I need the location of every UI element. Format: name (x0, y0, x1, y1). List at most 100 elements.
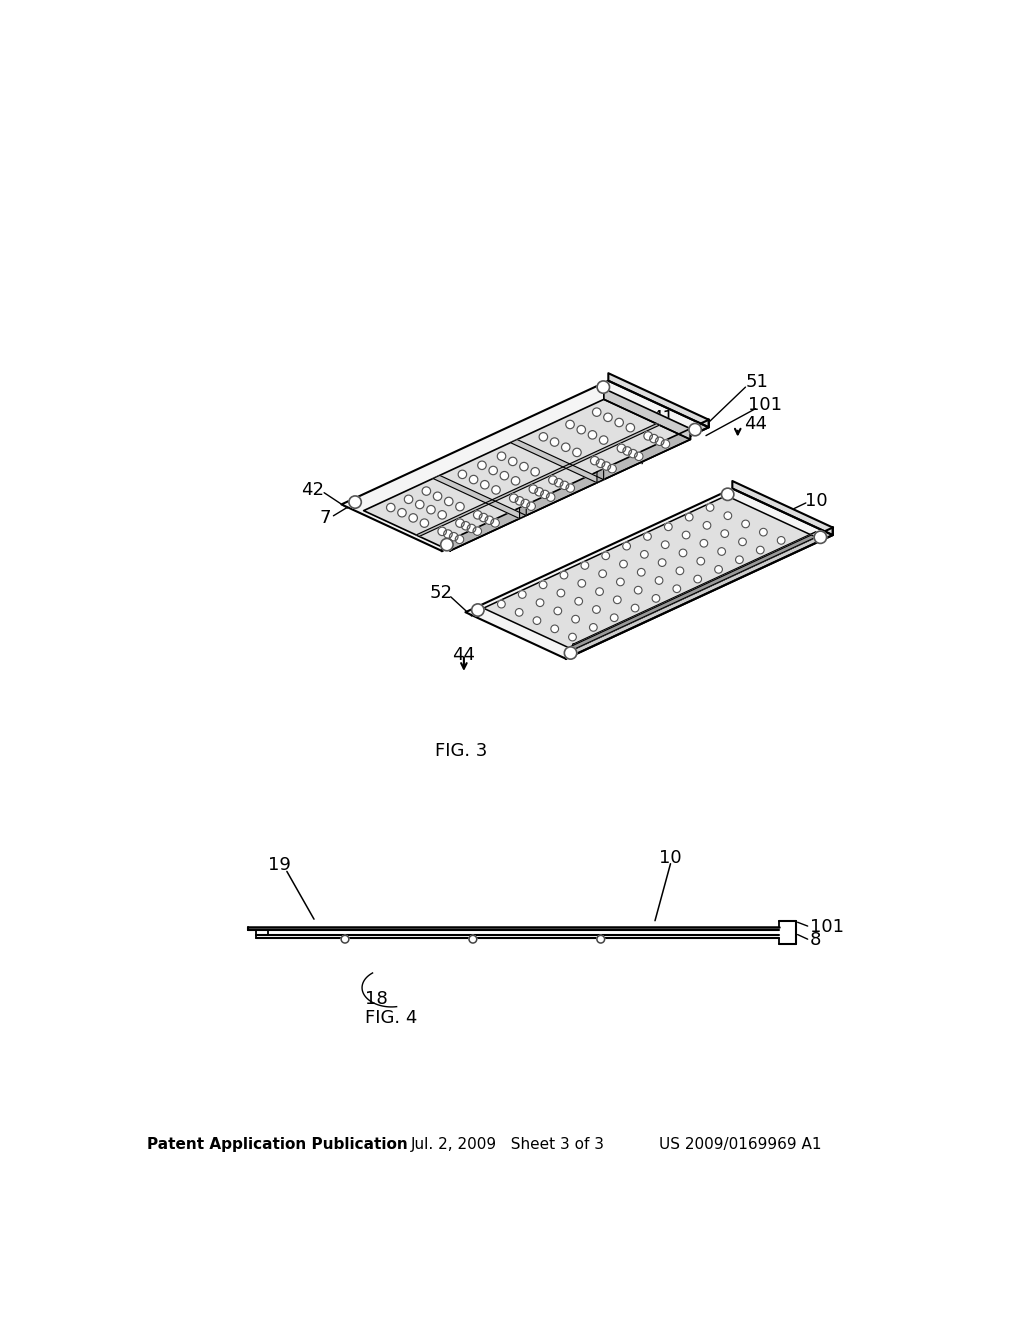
Circle shape (722, 488, 734, 500)
Text: 10: 10 (659, 849, 682, 866)
Circle shape (438, 527, 446, 536)
Circle shape (560, 482, 568, 490)
Circle shape (596, 459, 605, 467)
Circle shape (718, 548, 726, 556)
Polygon shape (451, 429, 690, 550)
Circle shape (535, 487, 544, 496)
Circle shape (662, 541, 669, 549)
Circle shape (420, 519, 429, 528)
Circle shape (473, 511, 482, 519)
Circle shape (478, 461, 486, 470)
Circle shape (721, 529, 729, 537)
Text: 52: 52 (429, 583, 453, 602)
Polygon shape (519, 504, 526, 519)
Circle shape (591, 457, 599, 465)
Circle shape (662, 440, 670, 449)
Circle shape (485, 516, 494, 524)
Text: FIG. 3: FIG. 3 (435, 742, 487, 760)
Circle shape (530, 467, 540, 477)
Circle shape (422, 487, 431, 495)
Circle shape (566, 420, 574, 429)
Text: 18: 18 (365, 990, 387, 1008)
Circle shape (540, 581, 547, 589)
Circle shape (623, 446, 632, 455)
Circle shape (644, 432, 652, 440)
Circle shape (349, 496, 361, 508)
Circle shape (635, 453, 643, 461)
Circle shape (679, 549, 687, 557)
Text: 44: 44 (453, 645, 475, 664)
Circle shape (620, 560, 628, 568)
Text: 101: 101 (748, 396, 782, 413)
Polygon shape (442, 420, 709, 550)
Circle shape (521, 499, 529, 508)
Circle shape (626, 424, 635, 432)
Circle shape (608, 465, 616, 473)
Polygon shape (608, 374, 709, 428)
Circle shape (560, 572, 568, 579)
Circle shape (644, 532, 651, 540)
Text: 19: 19 (267, 857, 291, 874)
Circle shape (676, 568, 684, 574)
Circle shape (479, 513, 487, 521)
Circle shape (469, 475, 478, 484)
Circle shape (547, 492, 555, 502)
Circle shape (629, 449, 637, 458)
Text: 101: 101 (810, 917, 844, 936)
Circle shape (649, 434, 658, 442)
Circle shape (498, 601, 505, 609)
Circle shape (707, 504, 714, 511)
Circle shape (652, 594, 659, 602)
Circle shape (634, 586, 642, 594)
Circle shape (518, 590, 526, 598)
Circle shape (599, 436, 608, 445)
Text: 77: 77 (622, 548, 645, 565)
Polygon shape (416, 424, 659, 536)
Circle shape (617, 444, 626, 453)
Circle shape (443, 529, 453, 539)
Circle shape (593, 606, 600, 614)
Circle shape (665, 523, 672, 531)
Circle shape (539, 433, 548, 441)
Text: 51: 51 (745, 372, 769, 391)
Circle shape (616, 578, 625, 586)
Polygon shape (573, 532, 816, 649)
Circle shape (577, 425, 586, 434)
Circle shape (599, 570, 606, 578)
Circle shape (509, 457, 517, 466)
Polygon shape (597, 469, 603, 483)
Circle shape (427, 506, 435, 513)
Text: Patent Application Publication: Patent Application Publication (147, 1137, 408, 1151)
Circle shape (498, 451, 506, 461)
Circle shape (469, 936, 477, 942)
Circle shape (549, 475, 557, 484)
Polygon shape (510, 440, 603, 483)
Circle shape (500, 471, 509, 480)
Text: 42: 42 (301, 482, 324, 499)
Circle shape (541, 490, 549, 499)
Circle shape (527, 502, 536, 511)
Text: 44: 44 (744, 414, 767, 433)
Circle shape (386, 503, 395, 512)
Circle shape (537, 599, 544, 607)
Circle shape (472, 603, 484, 616)
Circle shape (685, 513, 693, 521)
Circle shape (490, 519, 500, 527)
Circle shape (640, 550, 648, 558)
Circle shape (655, 437, 664, 446)
Circle shape (492, 486, 501, 494)
Circle shape (613, 597, 622, 603)
Circle shape (571, 615, 580, 623)
Circle shape (610, 614, 618, 622)
Circle shape (738, 539, 746, 545)
Circle shape (715, 565, 722, 573)
Circle shape (551, 624, 558, 632)
Polygon shape (604, 388, 690, 440)
Circle shape (566, 484, 574, 492)
Circle shape (673, 585, 681, 593)
Circle shape (760, 528, 767, 536)
Circle shape (462, 521, 470, 531)
Polygon shape (364, 400, 690, 550)
Circle shape (409, 513, 418, 523)
Circle shape (597, 381, 609, 393)
